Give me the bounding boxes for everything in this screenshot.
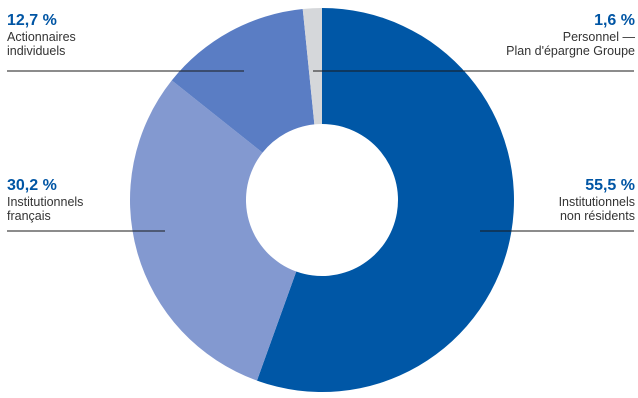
leader-lines [7,70,634,232]
label-institutionnels-non-residents: 55,5 % Institutionnels non résidents [559,177,635,223]
value-label-non-residents: 55,5 % [585,177,635,194]
slice-institutionnels-non-residents [256,8,514,392]
category-label-non-residents-line2: non résidents [559,209,635,223]
category-label-francais-line1: Institutionnels [7,195,84,209]
category-label-non-residents-line1: Institutionnels [558,195,635,209]
slice-actionnaires-individuels [171,8,315,153]
category-label-actionnaires-line1: Actionnaires [7,30,76,44]
category-label-personnel-line2: Plan d'épargne Groupe [506,44,635,58]
label-institutionnels-francais: 30,2 % Institutionnels français [7,177,83,223]
slice-personnel [302,8,322,125]
value-label-actionnaires: 12,7 % [7,12,57,29]
category-label-actionnaires-line2: individuels [7,44,66,58]
value-label-francais: 30,2 % [7,177,57,194]
category-label-francais-line2: français [7,209,51,223]
category-label-personnel-line1: Personnel — [562,30,635,44]
label-actionnaires-individuels: 12,7 % Actionnaires individuels [7,12,76,58]
value-label-personnel: 1,6 % [594,12,635,29]
label-personnel: 1,6 % Personnel — Plan d'épargne Groupe [506,12,635,58]
slice-institutionnels-francais [129,80,297,381]
donut-slices [129,8,514,392]
